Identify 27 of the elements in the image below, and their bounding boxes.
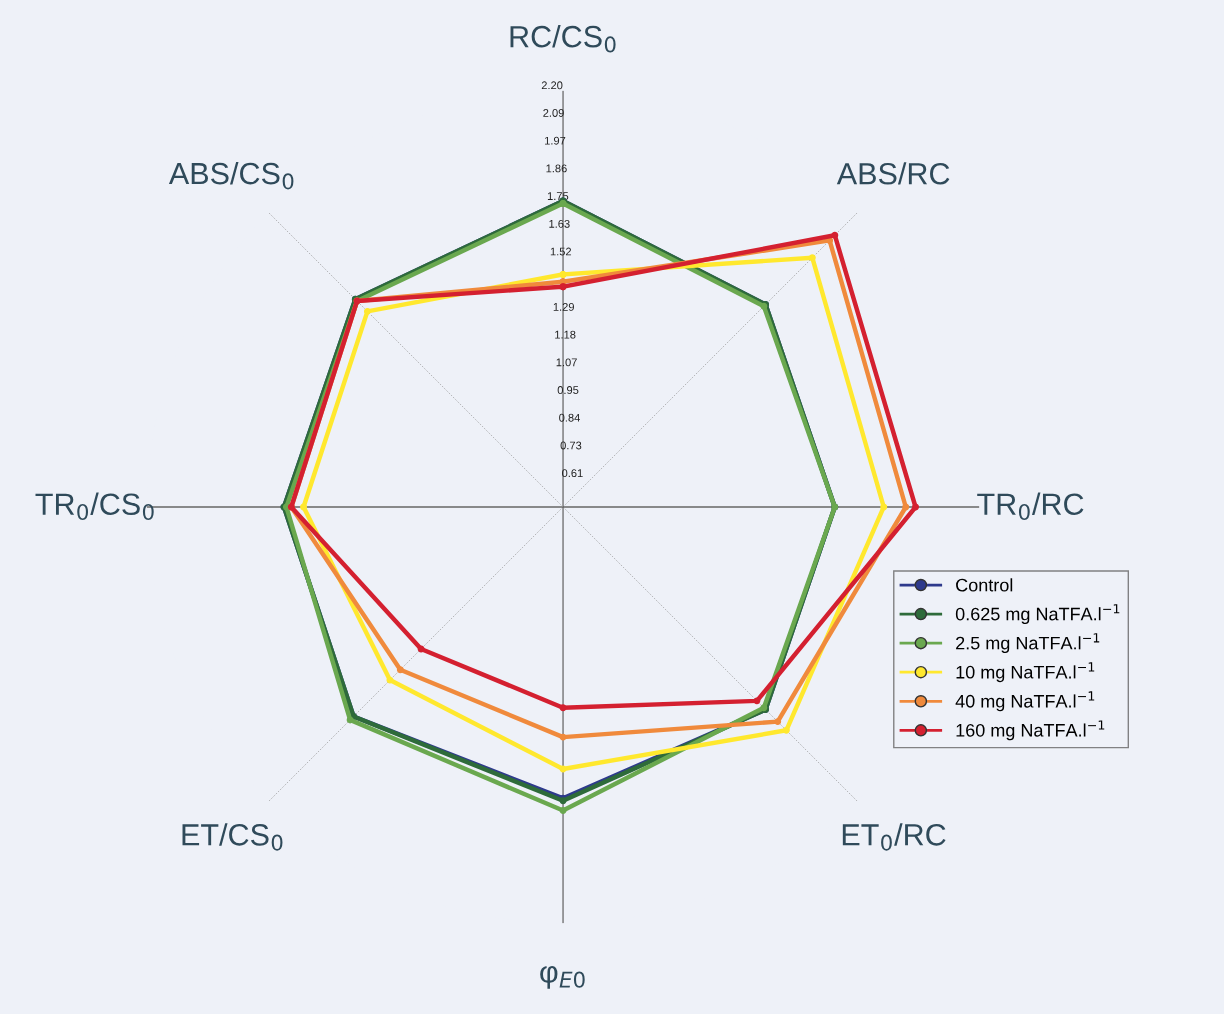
y-tick-label: 0.73 <box>560 441 582 450</box>
y-tick-label: 1.86 <box>546 164 567 173</box>
legend-label: 40 mg NaTFA.l$^{−1}$ <box>955 691 1095 712</box>
spoke-label: ET/CS$_{0}$ <box>182 823 283 851</box>
spoke-label: φ$_{E0}$ <box>540 965 585 989</box>
y-tick-label: 1.52 <box>550 247 572 256</box>
y-tick-label: 1.07 <box>556 358 577 367</box>
y-tick-label: 2.20 <box>541 81 563 90</box>
spoke-label: RC/CS$_{0}$ <box>510 25 616 53</box>
y-tick-label: 2.09 <box>543 109 564 117</box>
legend-label: Control <box>956 578 1013 592</box>
y-tick-label: 0.61 <box>562 469 583 478</box>
y-tick-label: 0.95 <box>557 386 579 394</box>
spoke-label: ET$_{0}$/RC <box>842 823 946 851</box>
y-tick-label: 0.84 <box>559 413 580 422</box>
legend-label: 0.625 mg NaTFA.l$^{−1}$ <box>955 604 1120 624</box>
spoke-label: ABS/CS$_{0}$ <box>168 161 294 190</box>
legend-label: 10 mg NaTFA.l$^{−1}$ <box>956 662 1095 683</box>
spoke-label: TR$_{0}$/CS$_{0}$ <box>35 492 154 521</box>
y-tick-label: 1.29 <box>553 303 574 311</box>
y-tick-label: 1.97 <box>545 136 566 145</box>
spoke-label: TR$_{0}$/RC <box>977 492 1084 521</box>
legend-label: 2.5 mg NaTFA.l$^{−1}$ <box>956 633 1100 654</box>
y-tick-label: 1.18 <box>555 330 576 339</box>
y-tick-label: 1.63 <box>549 219 570 228</box>
spoke-label: ABS/RC <box>836 162 950 185</box>
legend-label: 160 mg NaTFA.l$^{−1}$ <box>956 720 1105 741</box>
